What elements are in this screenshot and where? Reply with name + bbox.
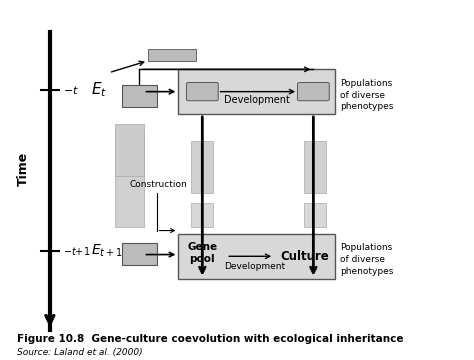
Bar: [191, 141, 213, 193]
Text: Construction: Construction: [130, 180, 188, 189]
FancyBboxPatch shape: [186, 82, 218, 101]
Bar: [148, 49, 196, 61]
Bar: [304, 203, 326, 227]
Bar: [178, 69, 335, 114]
Text: Development: Development: [224, 262, 285, 271]
Bar: [191, 203, 213, 227]
Text: Source: Laland et al. (2000): Source: Laland et al. (2000): [17, 348, 143, 357]
Text: $\mathbf{\it{E}}_t$: $\mathbf{\it{E}}_t$: [91, 81, 108, 99]
Bar: [304, 141, 326, 193]
Text: Time: Time: [17, 152, 30, 186]
Text: Populations
of diverse
phenotypes: Populations of diverse phenotypes: [340, 79, 394, 111]
Text: $-t$: $-t$: [63, 84, 79, 96]
Text: $-t{+}1$: $-t{+}1$: [63, 245, 91, 257]
Text: Populations
of diverse
phenotypes: Populations of diverse phenotypes: [340, 243, 394, 276]
Bar: [115, 131, 144, 227]
Bar: [122, 243, 156, 265]
Bar: [122, 85, 156, 107]
Bar: [178, 234, 335, 279]
FancyBboxPatch shape: [298, 82, 329, 101]
Text: Figure 10.8  Gene-culture coevolution with ecological inheritance: Figure 10.8 Gene-culture coevolution wit…: [17, 334, 404, 343]
Text: Gene
pool: Gene pool: [187, 242, 218, 264]
Text: Culture: Culture: [280, 250, 329, 263]
Bar: [115, 124, 144, 176]
Text: Development: Development: [224, 95, 290, 105]
Text: $\mathbf{\it{E}}_{t+1}$: $\mathbf{\it{E}}_{t+1}$: [91, 243, 123, 259]
